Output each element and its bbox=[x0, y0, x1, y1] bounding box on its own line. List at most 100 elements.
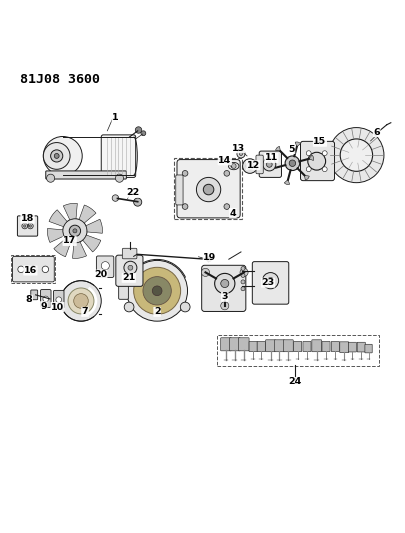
Text: 21: 21 bbox=[122, 273, 135, 282]
FancyBboxPatch shape bbox=[31, 290, 38, 300]
Circle shape bbox=[28, 223, 33, 229]
FancyBboxPatch shape bbox=[256, 155, 263, 174]
FancyBboxPatch shape bbox=[53, 290, 64, 308]
Circle shape bbox=[63, 219, 87, 243]
Circle shape bbox=[141, 131, 146, 136]
Circle shape bbox=[124, 261, 137, 274]
FancyBboxPatch shape bbox=[202, 265, 246, 311]
Text: 19: 19 bbox=[203, 253, 216, 262]
Circle shape bbox=[74, 294, 88, 308]
FancyBboxPatch shape bbox=[365, 344, 372, 353]
Circle shape bbox=[237, 150, 245, 158]
FancyBboxPatch shape bbox=[221, 338, 231, 351]
FancyBboxPatch shape bbox=[17, 216, 38, 236]
Wedge shape bbox=[79, 205, 96, 223]
Circle shape bbox=[18, 266, 24, 272]
Circle shape bbox=[308, 152, 326, 170]
FancyBboxPatch shape bbox=[122, 248, 137, 259]
Circle shape bbox=[215, 273, 235, 294]
FancyBboxPatch shape bbox=[348, 342, 356, 352]
Circle shape bbox=[262, 272, 279, 289]
Wedge shape bbox=[271, 166, 276, 171]
Circle shape bbox=[285, 156, 300, 171]
Circle shape bbox=[322, 151, 327, 156]
Circle shape bbox=[267, 278, 274, 284]
Circle shape bbox=[322, 167, 327, 172]
Circle shape bbox=[340, 139, 373, 171]
FancyBboxPatch shape bbox=[266, 340, 275, 352]
FancyBboxPatch shape bbox=[174, 158, 242, 219]
FancyBboxPatch shape bbox=[259, 151, 281, 177]
Wedge shape bbox=[284, 180, 290, 184]
Circle shape bbox=[224, 171, 230, 176]
Circle shape bbox=[289, 160, 296, 166]
Text: 23: 23 bbox=[262, 278, 275, 287]
Text: 13: 13 bbox=[232, 144, 245, 153]
Circle shape bbox=[152, 286, 162, 296]
Circle shape bbox=[42, 266, 49, 272]
Wedge shape bbox=[309, 155, 314, 160]
Text: 10: 10 bbox=[51, 303, 64, 311]
FancyBboxPatch shape bbox=[312, 340, 322, 352]
Circle shape bbox=[68, 288, 94, 314]
FancyBboxPatch shape bbox=[357, 342, 365, 352]
Circle shape bbox=[115, 174, 124, 182]
FancyBboxPatch shape bbox=[331, 342, 339, 352]
Circle shape bbox=[101, 262, 109, 270]
Text: 14: 14 bbox=[218, 156, 231, 165]
Text: 16: 16 bbox=[24, 266, 37, 275]
Circle shape bbox=[231, 164, 236, 168]
Text: 6: 6 bbox=[373, 127, 380, 136]
Circle shape bbox=[47, 174, 55, 182]
Text: 7: 7 bbox=[82, 308, 88, 317]
Circle shape bbox=[56, 297, 62, 303]
Circle shape bbox=[180, 302, 190, 312]
Text: 17: 17 bbox=[63, 237, 76, 246]
FancyBboxPatch shape bbox=[239, 338, 249, 351]
Circle shape bbox=[201, 268, 209, 277]
FancyBboxPatch shape bbox=[46, 171, 126, 179]
FancyBboxPatch shape bbox=[230, 338, 240, 351]
Text: 4: 4 bbox=[230, 208, 236, 217]
Text: 15: 15 bbox=[313, 138, 326, 146]
Circle shape bbox=[243, 159, 257, 173]
Circle shape bbox=[112, 195, 119, 201]
Circle shape bbox=[246, 163, 254, 169]
Circle shape bbox=[306, 151, 311, 156]
Circle shape bbox=[54, 154, 59, 158]
FancyBboxPatch shape bbox=[303, 342, 311, 352]
FancyBboxPatch shape bbox=[301, 141, 335, 181]
Circle shape bbox=[182, 171, 188, 176]
Text: 8: 8 bbox=[26, 295, 32, 304]
Circle shape bbox=[69, 225, 81, 237]
FancyBboxPatch shape bbox=[11, 255, 55, 282]
Text: 22: 22 bbox=[126, 188, 139, 197]
Wedge shape bbox=[47, 229, 64, 243]
Circle shape bbox=[221, 302, 229, 310]
Circle shape bbox=[182, 204, 188, 209]
Circle shape bbox=[51, 150, 63, 162]
Wedge shape bbox=[275, 147, 280, 151]
Circle shape bbox=[143, 277, 171, 305]
Wedge shape bbox=[86, 219, 102, 233]
Circle shape bbox=[128, 265, 133, 270]
Circle shape bbox=[30, 266, 36, 272]
Circle shape bbox=[127, 261, 188, 321]
Circle shape bbox=[29, 225, 32, 227]
Circle shape bbox=[329, 127, 384, 183]
Wedge shape bbox=[63, 203, 77, 220]
FancyBboxPatch shape bbox=[217, 335, 379, 366]
Wedge shape bbox=[295, 142, 301, 147]
Wedge shape bbox=[83, 235, 101, 252]
Text: 81J08 3600: 81J08 3600 bbox=[20, 73, 100, 86]
FancyBboxPatch shape bbox=[322, 342, 330, 352]
Circle shape bbox=[23, 225, 26, 227]
Circle shape bbox=[263, 158, 276, 171]
Circle shape bbox=[240, 268, 248, 277]
FancyBboxPatch shape bbox=[13, 256, 54, 282]
FancyBboxPatch shape bbox=[284, 340, 293, 352]
Circle shape bbox=[221, 279, 229, 288]
Text: 20: 20 bbox=[94, 270, 107, 279]
Circle shape bbox=[266, 161, 272, 167]
Circle shape bbox=[239, 152, 243, 156]
